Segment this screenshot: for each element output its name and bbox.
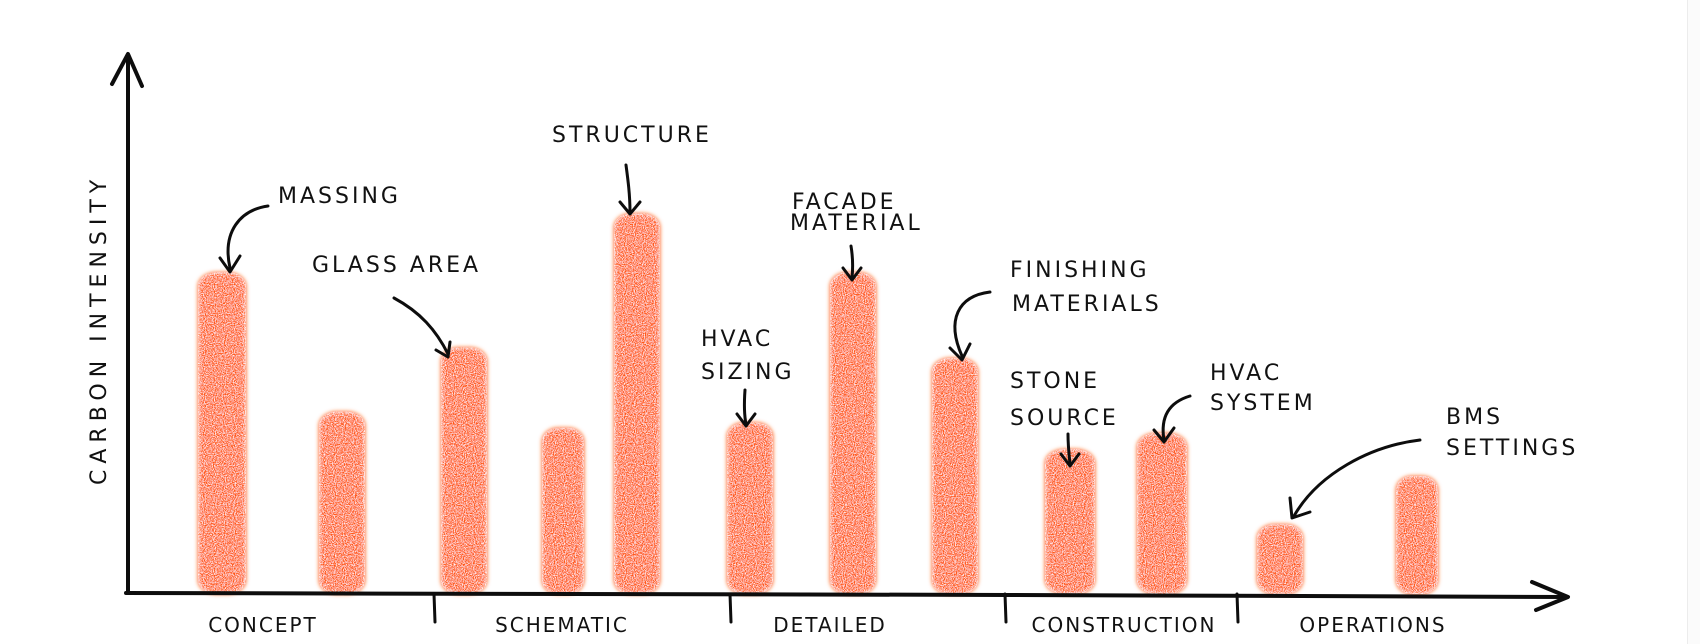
annotation-arrowhead bbox=[1059, 452, 1081, 468]
bar-annotation: BMS SETTINGS bbox=[1446, 405, 1578, 461]
phase-separators bbox=[432, 592, 1240, 624]
y-axis bbox=[125, 56, 131, 594]
bar bbox=[319, 411, 365, 594]
bar-annotation: HVAC SIZING bbox=[701, 327, 795, 385]
bar-annotation: STRUCTURE bbox=[552, 123, 712, 148]
bar bbox=[932, 358, 978, 594]
bar-annotation: HVAC SYSTEM bbox=[1210, 361, 1316, 416]
x-axis bbox=[124, 591, 1568, 599]
bar bbox=[830, 272, 876, 594]
x-tick-label: CONCEPT bbox=[208, 613, 318, 637]
phase-separator bbox=[1235, 592, 1240, 624]
bar-annotation: FINISHING MATERIALS bbox=[1010, 258, 1162, 317]
annotation-arrowhead bbox=[948, 342, 972, 362]
annotation-arrowhead bbox=[618, 200, 642, 216]
x-tick-label: DETAILED bbox=[773, 613, 886, 637]
bar bbox=[727, 422, 773, 594]
phase-separator bbox=[432, 592, 437, 624]
bar bbox=[614, 213, 660, 594]
bar-annotation: FACADE MATERIAL bbox=[790, 190, 923, 236]
x-axis-arrowhead bbox=[1530, 580, 1570, 612]
y-axis-arrowhead bbox=[110, 52, 144, 88]
annotation-arrowhead bbox=[1152, 426, 1176, 444]
annotation-arrowhead bbox=[434, 340, 452, 359]
bar bbox=[441, 347, 487, 594]
annotation-arrow bbox=[624, 163, 632, 214]
annotations: MASSING GLASS AREA STRUCTURE HVAC SIZING FACA… bbox=[218, 123, 1578, 520]
bars-layer bbox=[198, 213, 1438, 594]
annotation-arrowhead bbox=[841, 266, 863, 282]
y-axis-label: CARBON INTENSITY bbox=[87, 174, 112, 485]
bar bbox=[1045, 449, 1095, 594]
x-tick-label: SCHEMATIC bbox=[495, 613, 629, 637]
annotation-arrowhead bbox=[218, 254, 242, 274]
annotation-arrow bbox=[742, 388, 748, 426]
annotation-arrow bbox=[1292, 438, 1422, 518]
annotation-arrowhead bbox=[1288, 496, 1312, 520]
bar bbox=[1137, 433, 1187, 594]
x-tick-label: OPERATIONS bbox=[1299, 613, 1446, 637]
annotation-arrow bbox=[953, 290, 992, 358]
bar-annotation: GLASS AREA bbox=[312, 253, 481, 278]
annotation-arrow bbox=[1066, 432, 1072, 466]
bar bbox=[198, 272, 246, 594]
annotation-arrow bbox=[1161, 394, 1192, 442]
bar bbox=[542, 427, 584, 594]
x-tick-label: CONSTRUCTION bbox=[1032, 613, 1217, 637]
bar bbox=[1396, 476, 1438, 594]
annotation-arrowhead bbox=[735, 412, 757, 428]
window-edge bbox=[1687, 0, 1700, 644]
bar-annotation: MASSING bbox=[278, 184, 401, 209]
bar bbox=[1257, 524, 1303, 594]
phase-separator bbox=[1003, 592, 1008, 624]
annotation-arrow bbox=[392, 296, 450, 356]
phase-separator bbox=[728, 592, 733, 624]
phase-labels: CONCEPT SCHEMATIC DETAILED CONSTRUCTION OPER… bbox=[208, 613, 1446, 637]
annotation-arrow bbox=[849, 244, 855, 280]
bar-annotation: STONE SOURCE bbox=[1010, 369, 1119, 431]
annotation-arrow bbox=[226, 204, 270, 270]
